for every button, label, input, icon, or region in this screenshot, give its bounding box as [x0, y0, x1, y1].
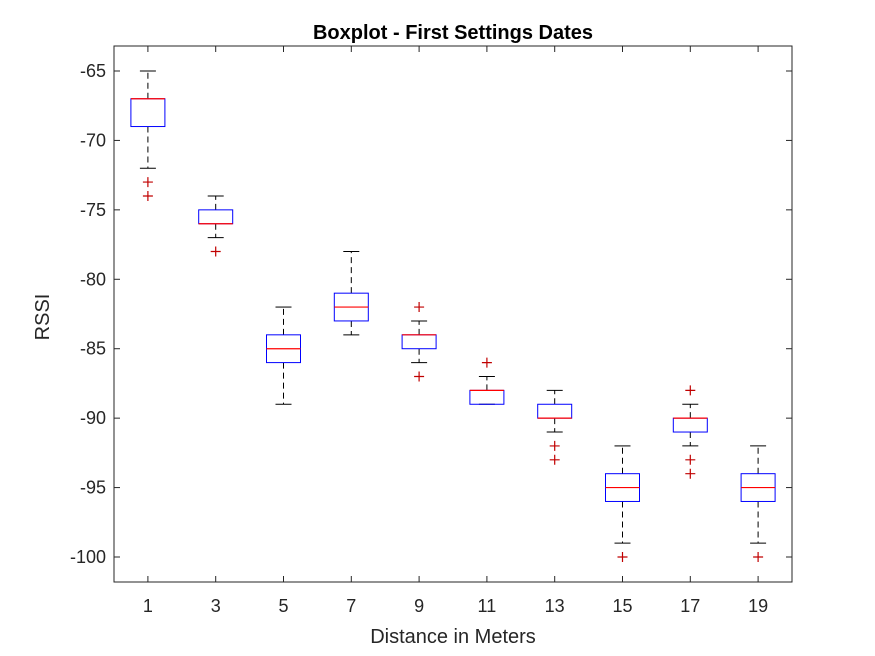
x-tick-label: 5 — [278, 596, 288, 616]
x-tick-label: 19 — [748, 596, 768, 616]
x-tick-label: 1 — [143, 596, 153, 616]
outlier-marker — [685, 468, 696, 479]
x-tick-label: 11 — [478, 596, 497, 616]
y-tick-label: -85 — [80, 339, 106, 359]
chart-title: Boxplot - First Settings Dates — [313, 22, 593, 44]
y-tick-label: -65 — [80, 61, 106, 81]
outlier-marker — [753, 552, 764, 563]
outlier-marker — [549, 440, 560, 451]
y-tick-label: -80 — [80, 269, 106, 289]
outlier-marker — [685, 454, 696, 465]
outlier-marker — [142, 177, 153, 188]
box-group-7 — [333, 251, 369, 336]
outlier-marker — [481, 357, 492, 368]
x-tick-label: 9 — [414, 596, 424, 616]
y-tick-label: -75 — [80, 200, 106, 220]
y-tick-label: -90 — [80, 408, 106, 428]
box — [130, 98, 166, 128]
box — [537, 403, 573, 419]
x-tick-label: 15 — [612, 596, 632, 616]
box-group-9 — [401, 302, 437, 382]
outlier-marker — [414, 371, 425, 382]
x-tick-label: 17 — [680, 596, 700, 616]
y-tick-label: -95 — [80, 478, 106, 498]
outlier-marker — [685, 385, 696, 396]
box-group-11 — [469, 357, 505, 405]
box — [672, 417, 708, 433]
y-axis-label: RSSI — [32, 294, 54, 341]
box-group-1 — [130, 70, 166, 201]
outlier-marker — [414, 302, 425, 313]
box-group-19 — [740, 445, 776, 563]
outlier-marker — [142, 190, 153, 201]
box-group-17 — [672, 385, 708, 479]
x-tick-label: 3 — [211, 596, 221, 616]
x-axis-label: Distance in Meters — [370, 626, 536, 648]
outlier-marker — [617, 552, 628, 563]
box — [401, 334, 437, 350]
x-tick-label: 13 — [545, 596, 565, 616]
y-tick-label: -70 — [80, 130, 106, 150]
x-tick-label: 7 — [346, 596, 356, 616]
outlier-marker — [210, 246, 221, 257]
outlier-marker — [549, 454, 560, 465]
box-group-5 — [266, 306, 301, 405]
box — [469, 389, 505, 405]
box-group-13 — [537, 389, 573, 465]
box — [198, 209, 234, 225]
y-tick-label: -100 — [70, 547, 106, 567]
box-group-3 — [198, 195, 234, 257]
axes-frame — [113, 45, 793, 583]
box-group-15 — [605, 445, 640, 563]
